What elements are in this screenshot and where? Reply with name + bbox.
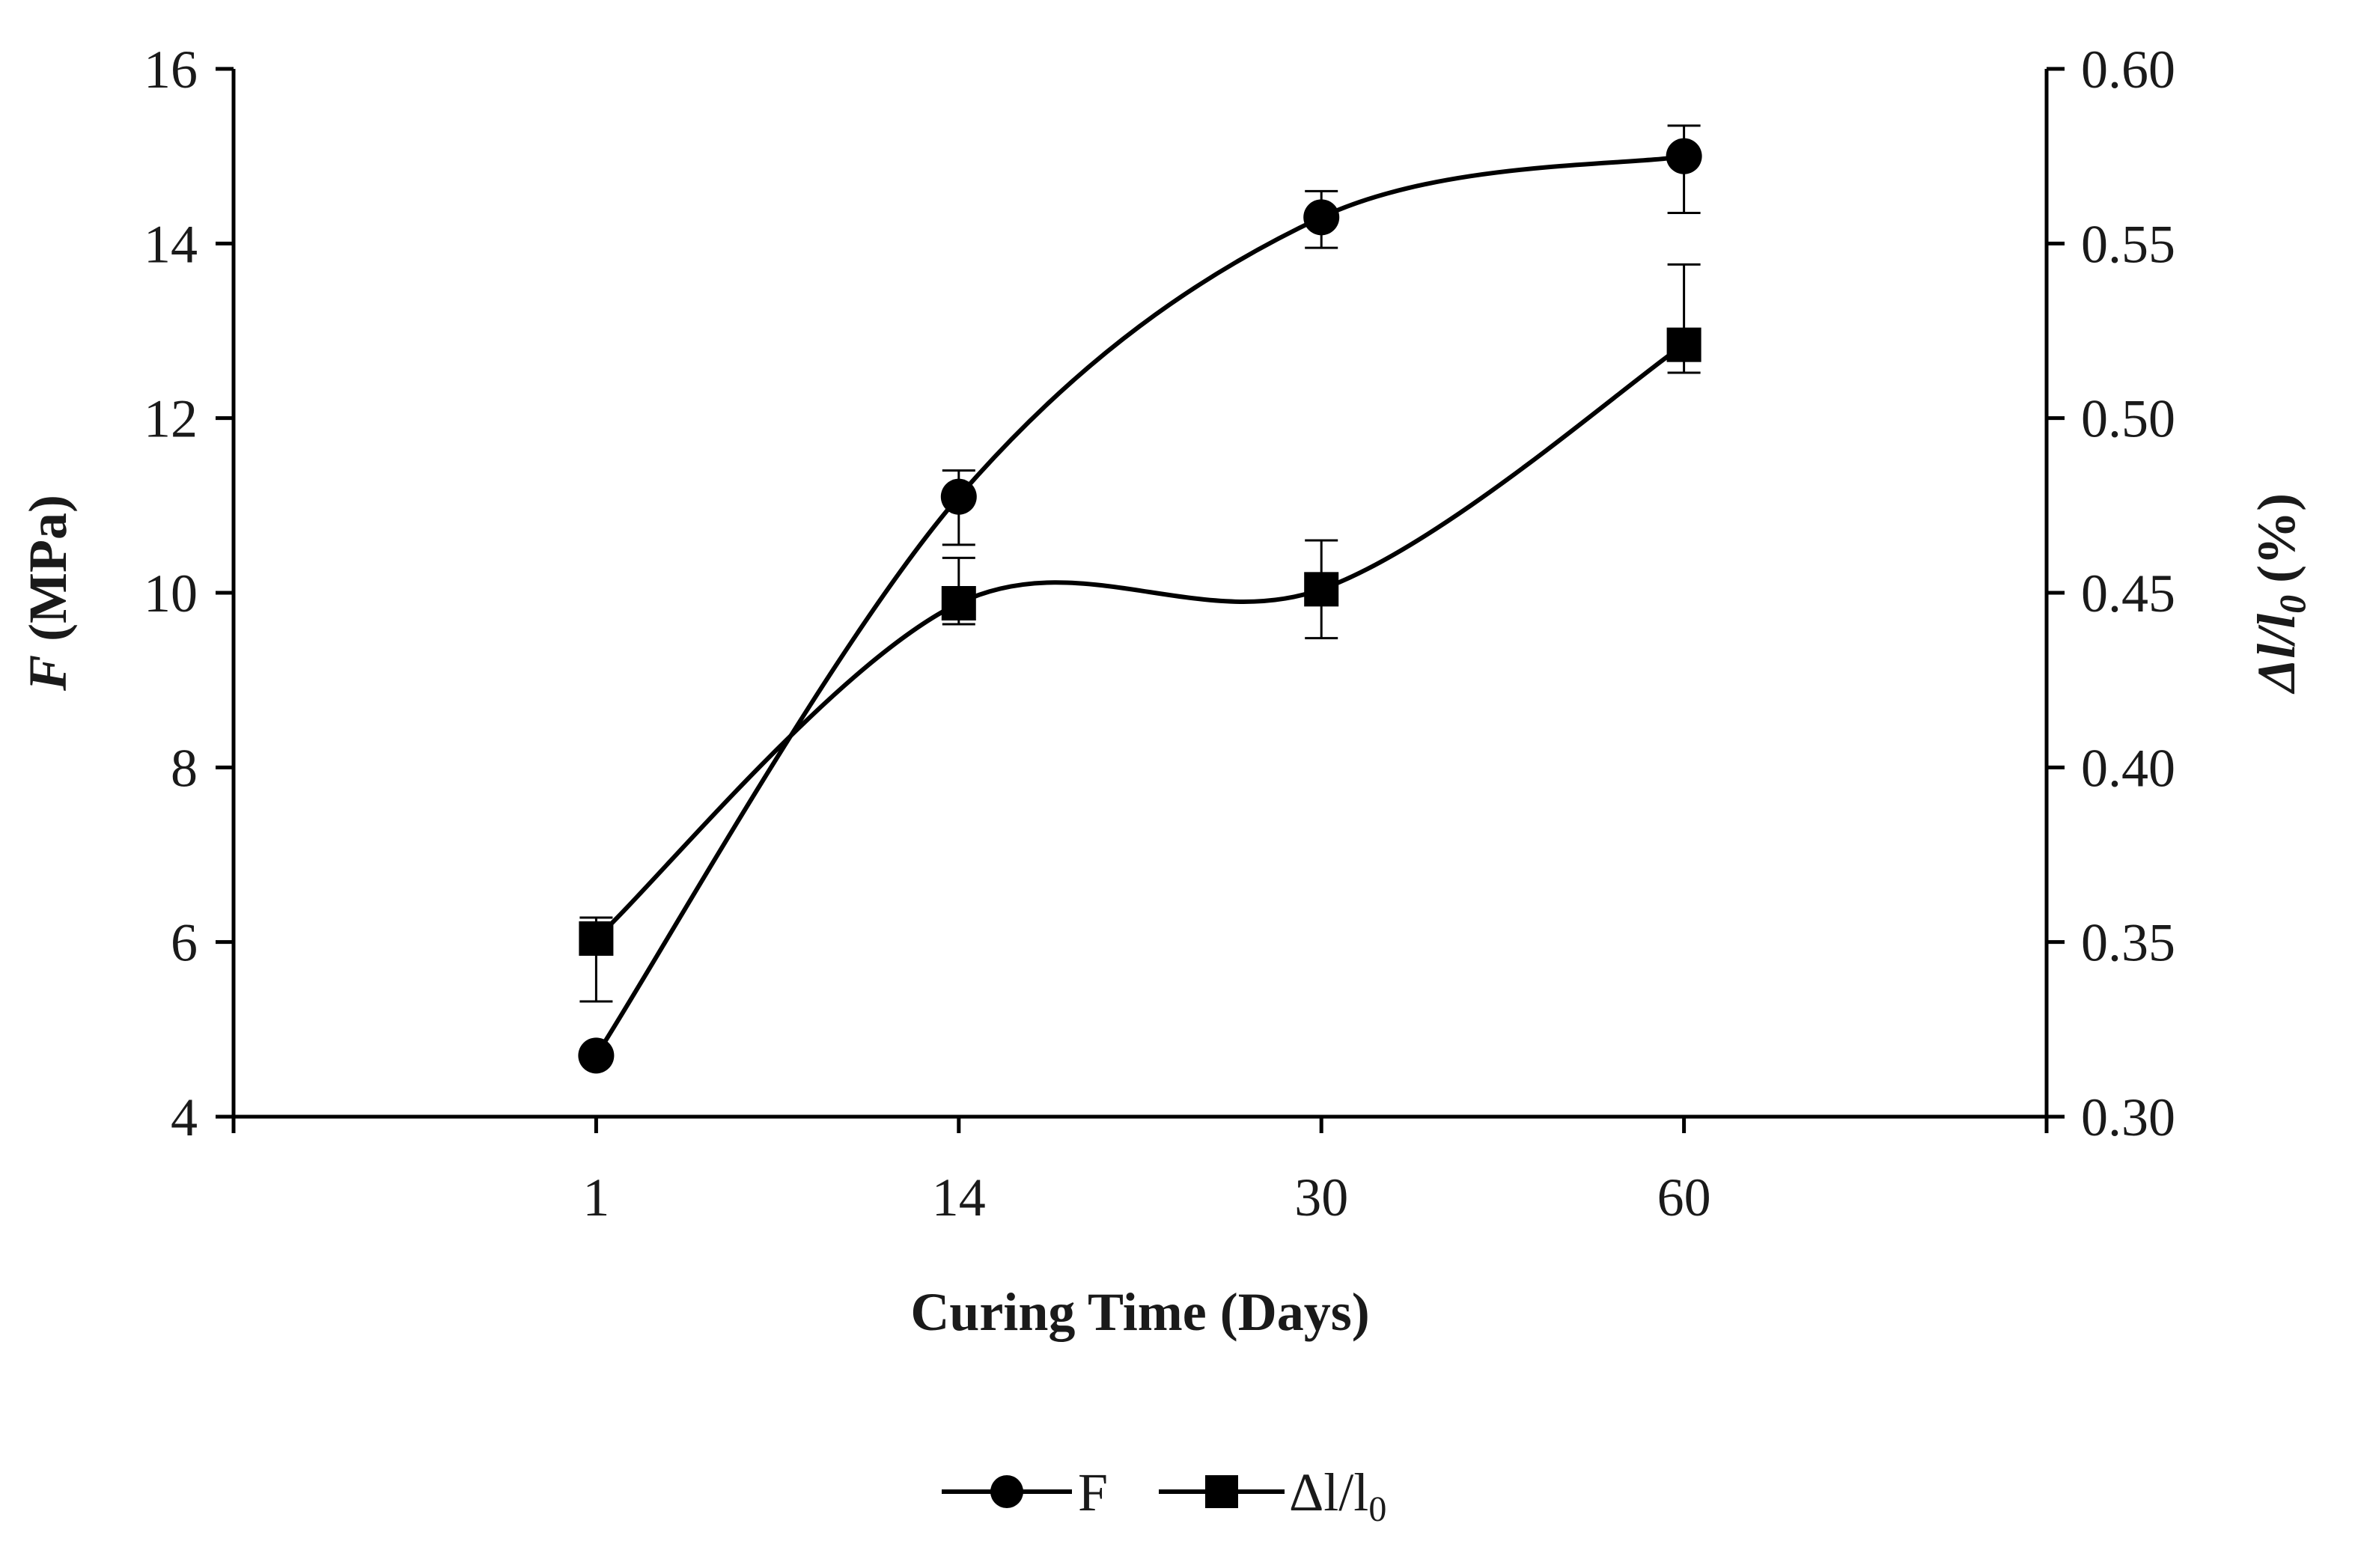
y-right-title-unit: (%) [2246,493,2306,583]
y-right-title-subscript: 0 [2271,595,2313,614]
data-point-strain [941,586,976,620]
series-layer [578,124,1702,1074]
legend-label-strain-sub: 0 [1368,1489,1386,1529]
y-axis-right-ticks: 0.30 0.35 0.40 0.45 0.50 0.55 0.60 [2047,40,2175,1147]
legend-label-strain: Δl/l0 [1289,1462,1386,1529]
y-right-tick-label: 0.45 [2081,564,2175,623]
legend-label-f: F [1078,1462,1108,1522]
y-axis-left-title: F (MPa) [18,495,78,692]
legend-item-f: F [942,1462,1108,1522]
x-axis-title: Curing Time (Days) [910,1282,1369,1342]
series-line-strain [594,343,1686,941]
y-axis-left-ticks: 4 6 8 10 12 14 16 [144,40,234,1147]
data-point-f [1303,199,1340,236]
y-left-tick-label: 10 [144,564,198,623]
y-left-tick-label: 6 [171,913,198,973]
y-axis-right-title: Δl/l0 (%) [2246,493,2313,695]
data-point-f [1666,138,1702,174]
legend: F Δl/l0 [942,1462,1386,1529]
data-point-f [578,1037,615,1074]
data-point-strain [1666,327,1701,362]
y-left-title-symbol: F [18,655,78,692]
y-right-tick-label: 0.30 [2081,1087,2175,1147]
y-right-tick-label: 0.35 [2081,913,2175,973]
legend-marker-circle [990,1475,1023,1508]
data-point-strain [1304,572,1339,607]
y-right-tick-label: 0.60 [2081,40,2175,100]
series-strain [579,263,1701,1003]
x-axis-ticks: 1 14 30 60 [231,1117,2049,1227]
series-f [578,124,1702,1074]
series-line-f [594,153,1685,1057]
y-right-title-symbol: Δl/l [2246,614,2306,695]
y-left-tick-label: 16 [144,40,198,100]
legend-item-strain: Δl/l0 [1159,1462,1386,1529]
x-tick-label: 1 [582,1168,609,1227]
y-left-tick-label: 4 [171,1087,198,1147]
x-tick-label: 30 [1294,1168,1348,1227]
data-point-f [940,478,977,515]
y-right-tick-label: 0.40 [2081,738,2175,798]
y-left-tick-label: 8 [171,738,198,798]
y-right-tick-label: 0.55 [2081,214,2175,274]
y-left-tick-label: 12 [144,389,198,449]
y-left-tick-label: 14 [144,214,198,274]
x-tick-label: 14 [932,1168,986,1227]
x-tick-label: 60 [1657,1168,1711,1227]
legend-label-strain-main: Δl/l [1289,1462,1368,1522]
y-left-title-unit: (MPa) [18,495,78,641]
y-right-tick-label: 0.50 [2081,389,2175,449]
legend-marker-square [1205,1475,1238,1508]
data-point-strain [579,921,614,956]
